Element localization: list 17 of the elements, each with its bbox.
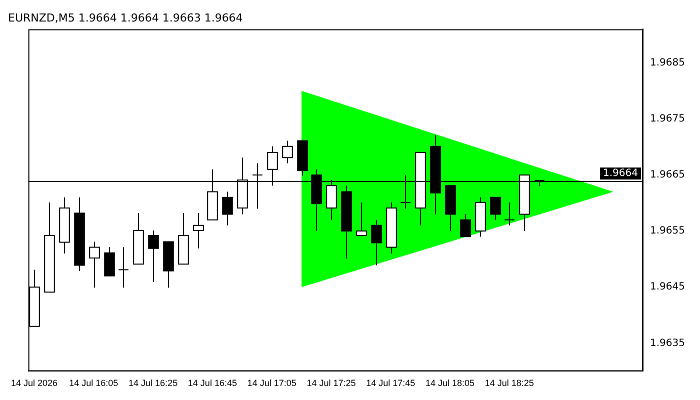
- x-tick-label: 14 Jul 2026: [10, 378, 58, 388]
- y-tick-label: 1.9685: [650, 57, 686, 68]
- x-tick-label: 14 Jul 16:05: [69, 378, 118, 388]
- x-tick-label: 14 Jul 18:05: [425, 378, 475, 388]
- x-tick-label: 14 Jul 16:45: [188, 378, 237, 388]
- chart-title: EURNZD,M5 1.9664 1.9664 1.9663 1.9664: [8, 11, 243, 24]
- x-tick-label: 14 Jul 17:05: [247, 378, 296, 388]
- y-tick-label: 1.9645: [650, 282, 686, 293]
- y-tick-label: 1.9635: [650, 338, 686, 349]
- y-tick-label: 1.9655: [650, 226, 686, 237]
- y-tick-label: 1.9665: [650, 170, 686, 181]
- x-tick-label: 14 Jul 16:25: [128, 378, 178, 388]
- x-tick-label: 14 Jul 17:45: [366, 378, 416, 388]
- ref-line-label: 1.9664: [603, 168, 638, 180]
- x-tick-label: 14 Jul 18:25: [484, 378, 534, 388]
- y-tick-label: 1.9675: [650, 114, 686, 124]
- x-tick-label: 14 Jul 17:25: [306, 378, 356, 388]
